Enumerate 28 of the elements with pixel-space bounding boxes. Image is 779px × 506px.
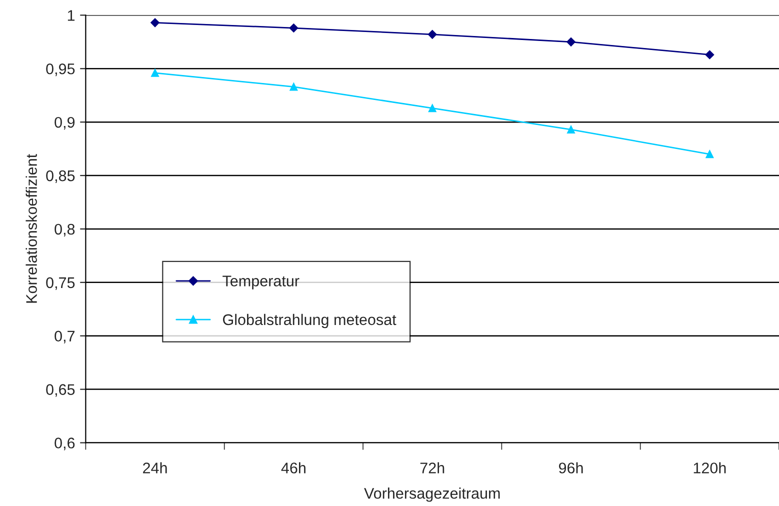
point <box>290 82 298 91</box>
y-tick-label: 0,7 <box>54 330 75 344</box>
y-tick-label: 0,95 <box>46 63 75 76</box>
x-tick-label: 24h <box>143 462 167 474</box>
y-tick-label: 0,85 <box>46 170 75 184</box>
y-tick-label: 0,75 <box>46 277 75 290</box>
point <box>150 18 160 28</box>
legend-label: Globalstrahlung meteosat <box>223 314 396 328</box>
point <box>151 68 160 77</box>
x-tick-label: 96h <box>558 462 583 474</box>
legend-label: Temperatur <box>222 276 300 290</box>
y-tick-label: 1 <box>68 10 75 21</box>
x-axis-title: Vorhersagezeitraum <box>364 488 500 502</box>
y-tick-label: 0,8 <box>54 224 75 236</box>
point <box>705 50 714 60</box>
x-tick-label: 72h <box>420 462 444 474</box>
point <box>289 24 298 32</box>
point <box>428 30 437 39</box>
y-tick-label: 0,9 <box>54 116 75 130</box>
point <box>428 104 436 112</box>
x-tick-label: 120h <box>694 462 726 474</box>
y-tick-label: 0,6 <box>54 438 75 450</box>
x-tick-label: 46h <box>281 462 306 474</box>
point <box>566 37 576 46</box>
point <box>706 150 714 158</box>
point <box>567 126 575 134</box>
y-axis-title: Korrelationskoeffizient <box>26 154 37 303</box>
y-tick-label: 0,65 <box>46 384 75 397</box>
